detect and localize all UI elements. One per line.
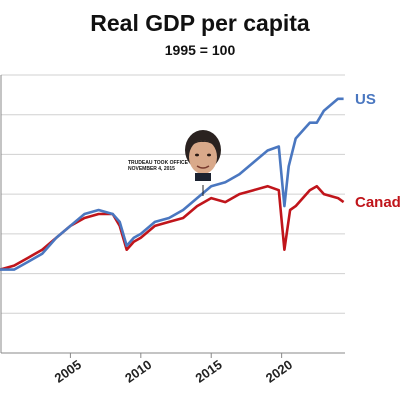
gridlines xyxy=(1,74,345,314)
series-line-us xyxy=(0,97,344,271)
x-axis-ticks: 2005 2010 2015 2020 xyxy=(52,353,295,386)
series-label-us: US xyxy=(355,91,376,108)
chart-title: Real GDP per capita xyxy=(90,10,310,36)
annotation-line-2: NOVEMBER 4, 2015 xyxy=(128,166,175,172)
annotation-line-1: TRUDEAU TOOK OFFICE xyxy=(128,160,189,166)
series-line-canada xyxy=(0,184,345,271)
series-label-canada: Canada xyxy=(355,194,400,211)
face-icon xyxy=(185,130,221,181)
series-labels: US Canada xyxy=(355,91,400,211)
series-lines xyxy=(0,97,345,271)
chart-subtitle: 1995 = 100 xyxy=(164,42,236,58)
x-tick-label: 2020 xyxy=(263,357,295,386)
annotation: TRUDEAU TOOK OFFICE NOVEMBER 4, 2015 xyxy=(128,130,221,196)
x-tick-label: 2010 xyxy=(122,357,154,386)
x-tick-label: 2015 xyxy=(192,357,224,386)
x-tick-label: 2005 xyxy=(52,357,84,386)
